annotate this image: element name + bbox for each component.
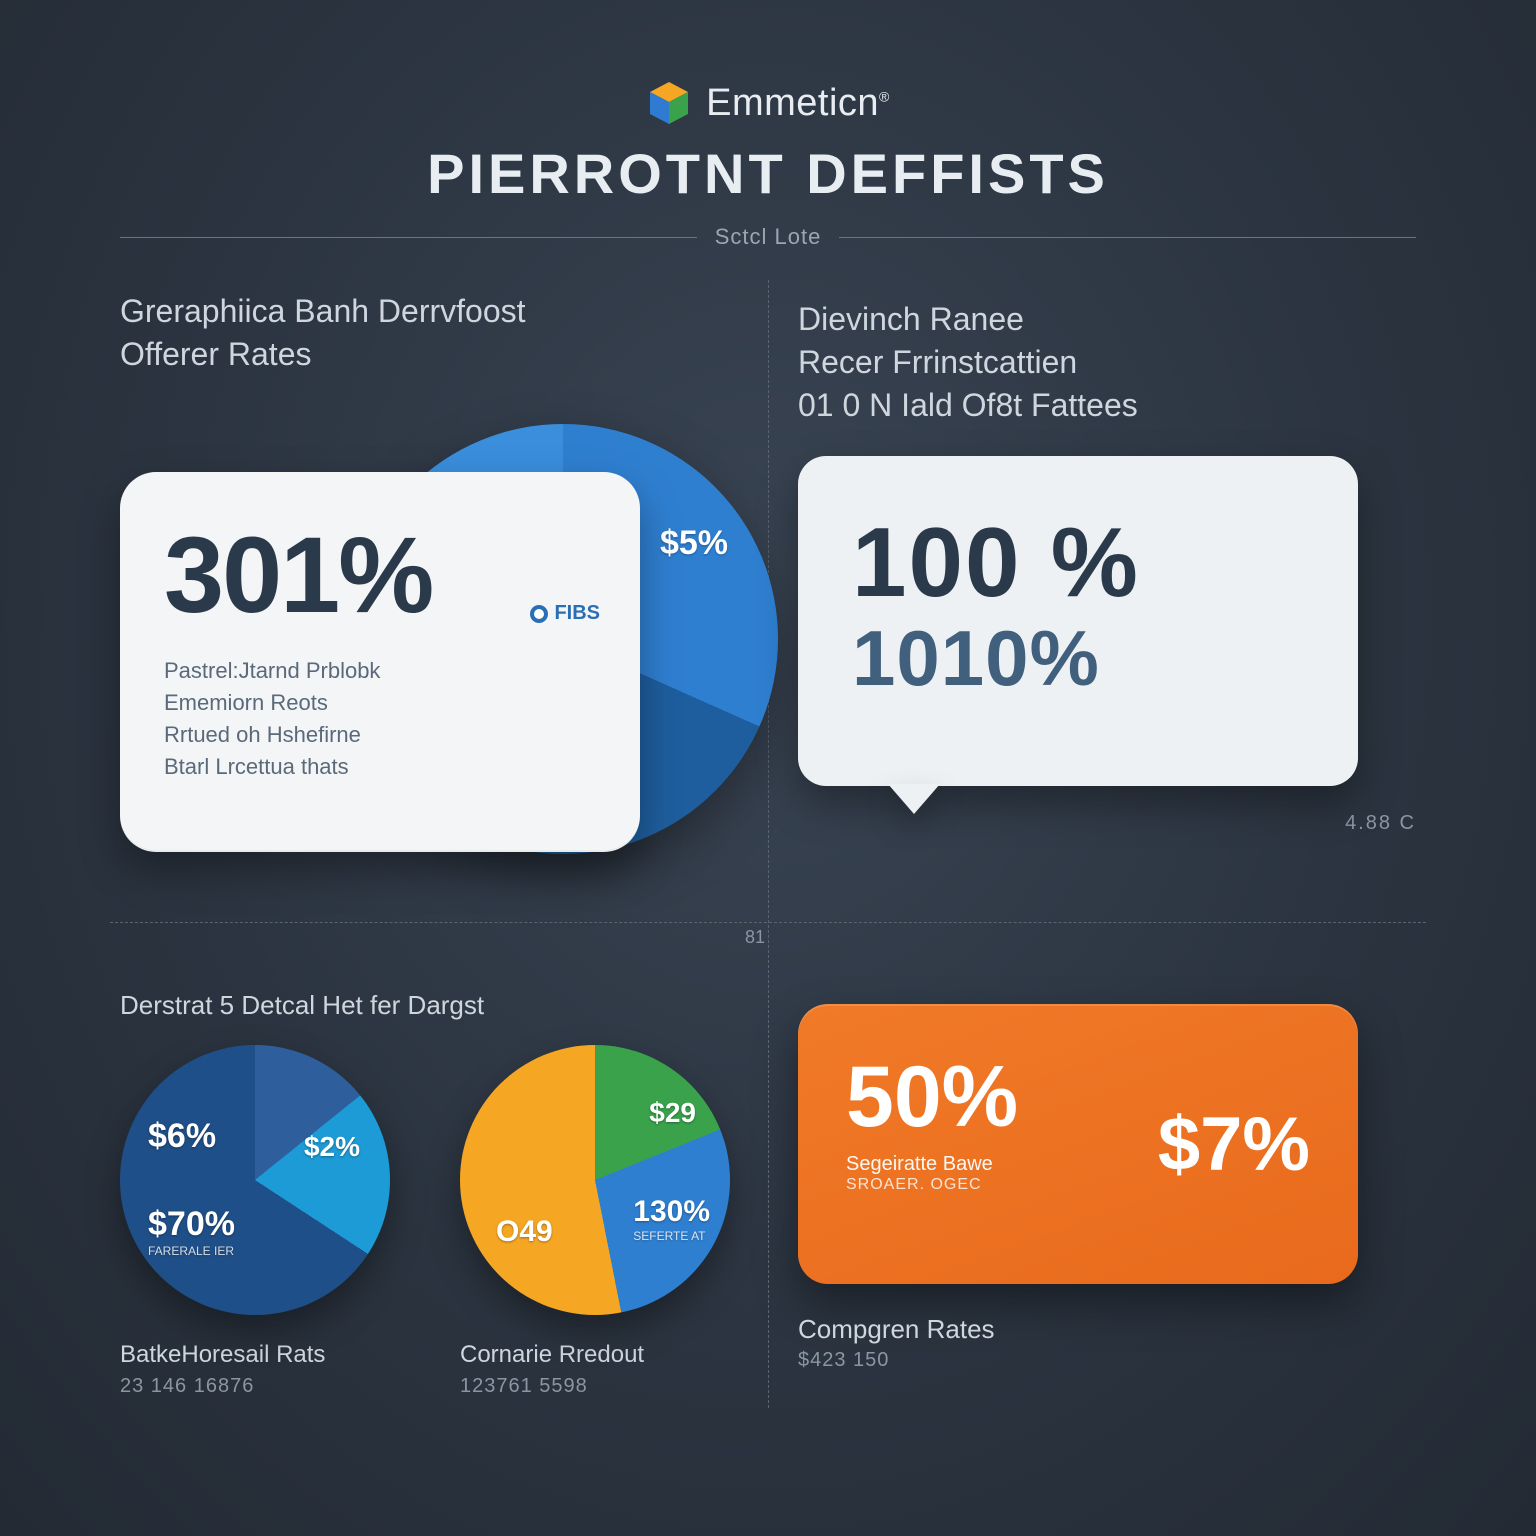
section-top-left: Greraphiica Banh DerrvfoostOfferer Rates…: [120, 290, 738, 924]
br-subcaption: $423 150: [798, 1349, 1416, 1372]
fibs-icon: [530, 605, 548, 623]
br-caption: Compgren Rates: [798, 1314, 1416, 1345]
section-top-right: Dievinch Ranee Recer Frrinstcattien 01 0…: [798, 290, 1416, 924]
pie-slice-label: $5%: [660, 524, 728, 563]
card-lines: Pastrel:Jtarnd Prblobk Ememiorn Reots Rr…: [164, 655, 596, 783]
orange-primary: 50%: [846, 1048, 1118, 1147]
header: Emmeticn® PIERROTNT DEFFISTS Sctcl Lote: [120, 80, 1416, 250]
bl-title: Derstrat 5 Detcal Het fer Dargst: [120, 990, 738, 1021]
page-title: PIERROTNT DEFFISTS: [120, 141, 1416, 206]
mini-pie-a: $6% $2% $70%FARERALE IER BatkeHoresail R…: [120, 1045, 390, 1398]
tl-title: Greraphiica Banh DerrvfoostOfferer Rates: [120, 290, 738, 376]
content-grid: 81 Greraphiica Banh DerrvfoostOfferer Ra…: [120, 290, 1416, 1398]
mini-pie-b: $29 130%SEFERTE AT O49 Cornarie Rredout …: [460, 1045, 730, 1398]
subtitle: Sctcl Lote: [120, 224, 1416, 250]
speech-card: 100 % 1010%: [798, 456, 1358, 786]
vertical-divider: [768, 280, 769, 1408]
orange-secondary: $7%: [1158, 1101, 1310, 1188]
fibs-badge: FIBS: [530, 602, 600, 625]
section-bottom-right: 50% Segeiratte Bawe SROAER. OGEC $7% Com…: [798, 964, 1416, 1398]
stat-card: 301% FIBS Pastrel:Jtarnd Prblobk Ememior…: [120, 472, 640, 852]
mini-caption: BatkeHoresail Rats: [120, 1341, 390, 1369]
tr-footer: 4.88 C: [798, 812, 1416, 835]
brand-row: Emmeticn®: [646, 80, 890, 126]
cube-icon: [646, 80, 692, 126]
stat-secondary: 1010%: [852, 613, 1304, 704]
mini-subcaption: 123761 5598: [460, 1375, 730, 1398]
mini-caption: Cornarie Rredout: [460, 1341, 730, 1369]
orange-card: 50% Segeiratte Bawe SROAER. OGEC $7%: [798, 1004, 1358, 1284]
mini-subcaption: 23 146 16876: [120, 1375, 390, 1398]
axis-tick: 81: [745, 927, 765, 948]
stat-primary: 100 %: [852, 506, 1304, 619]
section-bottom-left: Derstrat 5 Detcal Het fer Dargst $6% $2%…: [120, 964, 738, 1398]
tr-title: Dievinch Ranee Recer Frrinstcattien 01 0…: [798, 298, 1416, 428]
brand-word: Emmeticn®: [706, 82, 890, 125]
